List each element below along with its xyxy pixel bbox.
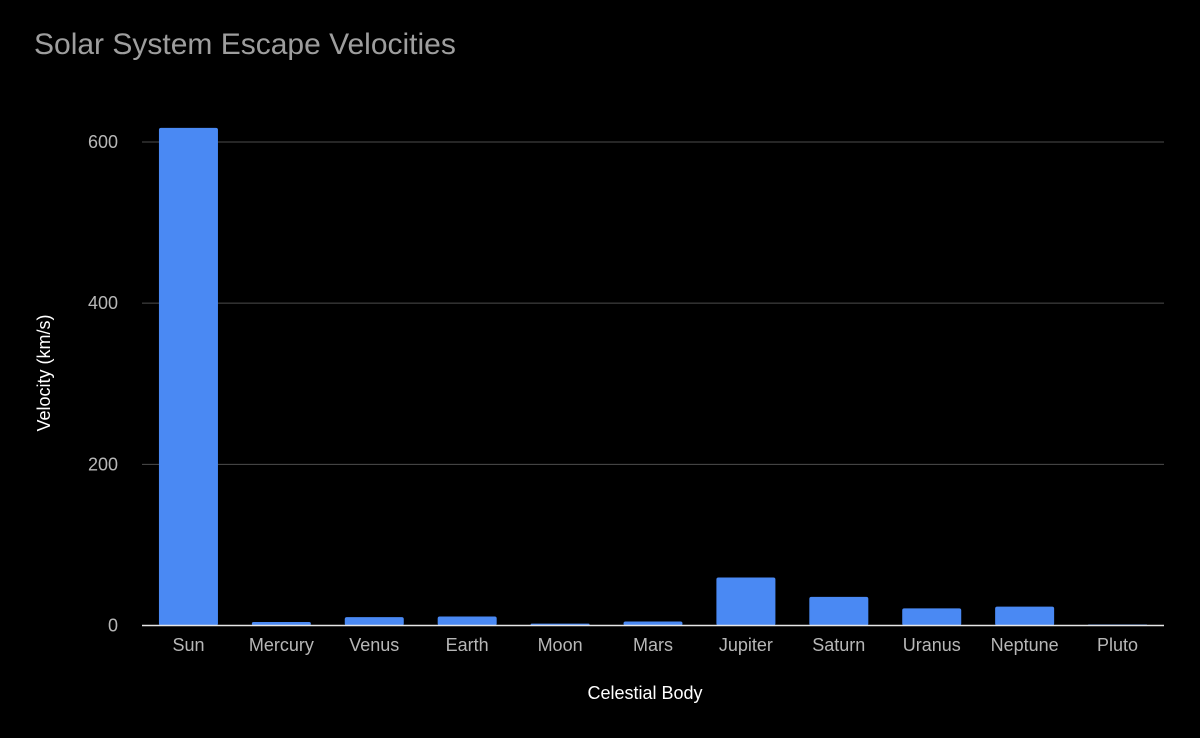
bars	[158, 127, 1148, 626]
y-tick-label: 200	[88, 454, 118, 474]
x-tick-label: Saturn	[812, 635, 865, 655]
bar-sun	[158, 127, 218, 626]
x-tick-label: Neptune	[991, 635, 1059, 655]
bar-earth	[437, 616, 497, 626]
x-tick-label: Venus	[349, 635, 399, 655]
bar-uranus	[902, 608, 962, 626]
x-tick-label: Earth	[446, 635, 489, 655]
x-tick-label: Moon	[538, 635, 583, 655]
gridlines	[142, 141, 1164, 465]
y-tick-label: 400	[88, 293, 118, 313]
x-tick-label: Sun	[172, 635, 204, 655]
x-axis-title: Celestial Body	[587, 683, 702, 703]
x-tick-label: Pluto	[1097, 635, 1138, 655]
bar-neptune	[995, 606, 1055, 626]
y-tick-label: 0	[108, 616, 118, 636]
bar-saturn	[809, 596, 869, 626]
bar-mars	[623, 621, 683, 626]
y-axis-title: Velocity (km/s)	[34, 314, 54, 431]
x-tick-label: Mars	[633, 635, 673, 655]
chart-title: Solar System Escape Velocities	[34, 28, 456, 61]
y-tick-label: 600	[88, 132, 118, 152]
x-tick-label: Jupiter	[719, 635, 773, 655]
x-tick-label: Uranus	[903, 635, 961, 655]
x-tick-label: Mercury	[249, 635, 314, 655]
bar-jupiter	[716, 577, 776, 626]
bar-mercury	[251, 622, 311, 626]
axes: 0 200 400 600 Sun Mercury Venus Earth Moon Mars Ju…	[88, 132, 1164, 655]
bar-venus	[344, 617, 404, 626]
